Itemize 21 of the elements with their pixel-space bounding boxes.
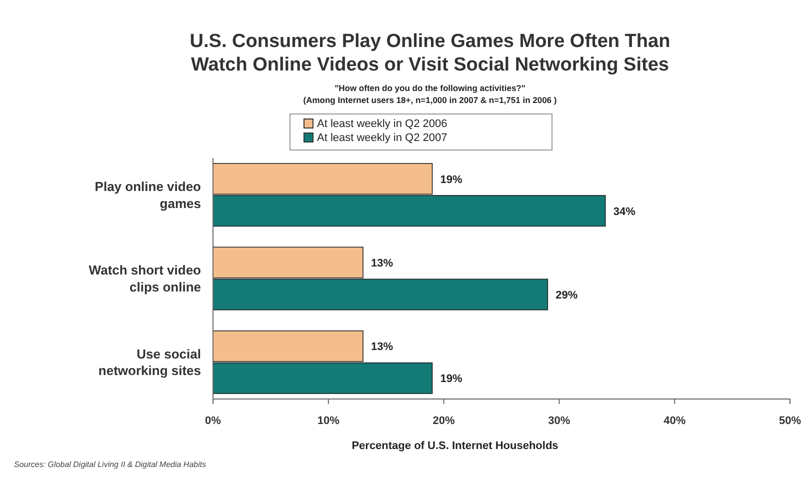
y-tick-label: Use social networking sites	[98, 346, 201, 378]
legend-label: At least weekly in Q2 2007	[317, 132, 448, 144]
y-tick-label: Play online video games	[94, 178, 202, 211]
legend-label: At least weekly in Q2 2006	[317, 118, 448, 130]
data-label: 13%	[371, 258, 394, 270]
data-label: 34%	[613, 206, 636, 218]
y-tick-label: Watch short video clips online	[88, 262, 202, 294]
x-axis-title: Percentage of U.S. Internet Households	[352, 440, 558, 452]
x-tick-label: 0%	[205, 414, 222, 427]
chart-subtitle: "How often do you do the following activities?" (Among Internet users 18+, n=1,000 in 2007 & n=1,751 in 2006 )	[303, 83, 557, 105]
chart-title: U.S. Consumers Play Online Games More Often Than Watch Online Videos or Visit Social Networking Sites	[190, 30, 670, 76]
source-note: Sources: Global Digital Living II & Digital Media Habits	[14, 460, 206, 469]
x-tick-label: 20%	[432, 414, 456, 427]
data-label: 19%	[440, 373, 462, 386]
x-tick-label: 10%	[317, 414, 340, 427]
x-tick-label: 50%	[778, 414, 802, 427]
x-tick-label: 30%	[548, 414, 570, 427]
data-label: 29%	[556, 290, 578, 302]
data-label: 13%	[371, 341, 394, 354]
x-tick-label: 40%	[664, 414, 686, 427]
data-label: 19%	[440, 174, 462, 186]
